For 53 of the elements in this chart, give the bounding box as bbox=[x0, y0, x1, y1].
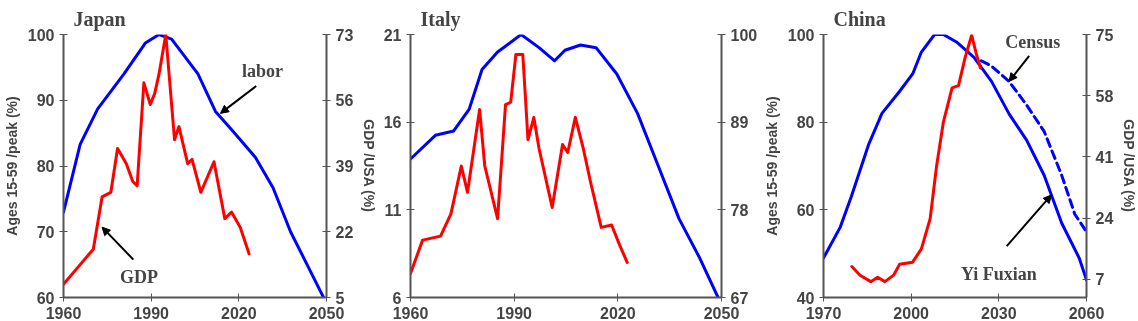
x-tick-label: 1970 bbox=[805, 304, 842, 321]
y2-tick-label: 73 bbox=[335, 26, 354, 44]
x-tick-label: 2050 bbox=[308, 304, 345, 321]
y2-tick-label: 22 bbox=[335, 223, 354, 241]
y2-tick-label: 39 bbox=[335, 158, 354, 175]
line-series bbox=[850, 34, 982, 284]
x-tick-label: 1990 bbox=[133, 304, 170, 321]
y-tick-label: 21 bbox=[383, 26, 402, 44]
chart-title: Japan bbox=[73, 7, 126, 31]
x-tick-label: 2020 bbox=[221, 304, 257, 321]
annotation: Census bbox=[1005, 31, 1061, 52]
y2-tick-label: 78 bbox=[730, 201, 749, 219]
annotation: Yi Fuxian bbox=[960, 263, 1037, 284]
chart-title: Italy bbox=[420, 7, 461, 31]
line-series bbox=[823, 34, 1087, 282]
y2-tick-label: 7 bbox=[1095, 271, 1105, 289]
x-tick-label: 1960 bbox=[392, 304, 429, 321]
y2-tick-label: 67 bbox=[730, 289, 749, 307]
y2-tick-label: 41 bbox=[1095, 148, 1114, 166]
annotation: GDP bbox=[119, 267, 158, 288]
y-axis-title: Ages 15-59 /peak (%) bbox=[763, 96, 780, 236]
y-tick-label: 40 bbox=[796, 289, 815, 307]
y2-tick-label: 56 bbox=[335, 92, 354, 110]
y2-tick-label: 75 bbox=[1095, 26, 1114, 44]
y-tick-label: 100 bbox=[27, 26, 55, 44]
x-tick-label: 2030 bbox=[981, 304, 1017, 321]
y-tick-label: 80 bbox=[796, 114, 815, 132]
x-tick-label: 2020 bbox=[600, 304, 636, 321]
y2-tick-label: 24 bbox=[1095, 210, 1114, 228]
y-tick-label: 60 bbox=[796, 201, 815, 219]
y-tick-label: 70 bbox=[36, 223, 55, 241]
y2-tick-label: 100 bbox=[730, 26, 758, 44]
y-tick-label: 11 bbox=[384, 201, 402, 219]
y-tick-label: 6 bbox=[392, 289, 402, 307]
x-tick-label: 2060 bbox=[1068, 304, 1105, 321]
y2-tick-label: 5 bbox=[335, 289, 345, 307]
y-tick-label: 16 bbox=[383, 114, 402, 132]
y-tick-label: 60 bbox=[36, 289, 55, 307]
y2-tick-label: 89 bbox=[730, 114, 749, 132]
y-tick-label: 80 bbox=[36, 158, 55, 175]
y2-tick-label: 58 bbox=[1095, 87, 1114, 105]
y-axis-title: Ages 15-59 /peak (%) bbox=[3, 96, 20, 236]
y-tick-label: 90 bbox=[36, 92, 55, 110]
y2-axis-title: GDP /USA (%) bbox=[361, 119, 378, 212]
x-tick-label: 2050 bbox=[703, 304, 740, 321]
chart-title: China bbox=[833, 7, 886, 30]
line-series bbox=[979, 59, 1087, 234]
x-tick-label: 1990 bbox=[496, 304, 533, 321]
x-tick-label: 2000 bbox=[893, 304, 930, 321]
y2-axis-title: GDP /USA (%) bbox=[1121, 119, 1138, 212]
x-tick-label: 1960 bbox=[45, 304, 82, 321]
annotation: labor bbox=[242, 61, 284, 82]
y-tick-label: 100 bbox=[787, 26, 815, 44]
